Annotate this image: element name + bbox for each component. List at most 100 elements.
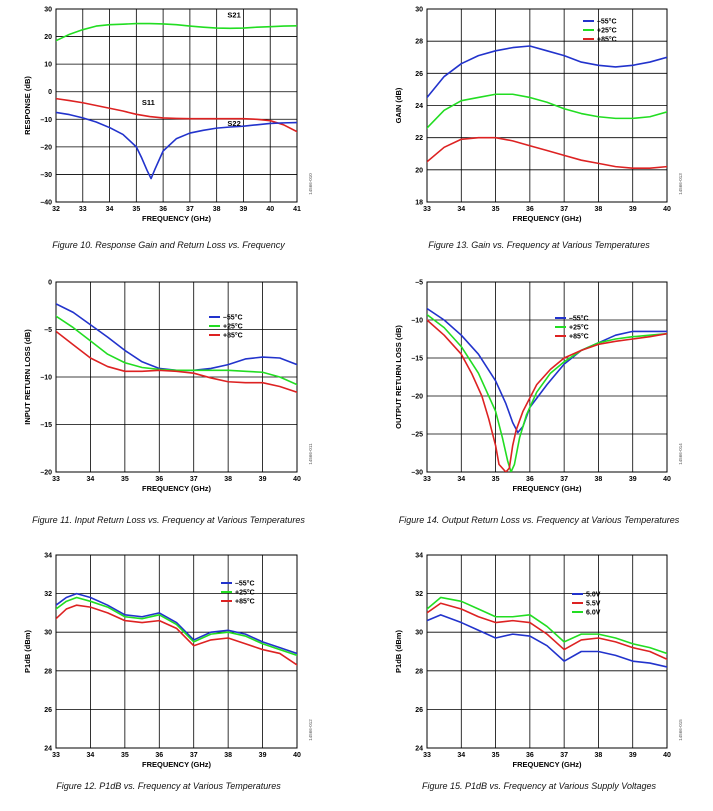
x-axis-label: FREQUENCY (GHz) [512,214,582,223]
x-tick-label: 40 [663,206,671,213]
x-axis-label: FREQUENCY (GHz) [142,760,212,769]
x-axis-label: FREQUENCY (GHz) [512,760,582,769]
legend-label: +85°C [223,332,243,340]
x-tick-label: 33 [423,476,431,483]
series-line-3 [56,330,297,394]
series-line-2 [56,97,297,133]
x-tick-label: 37 [186,206,194,213]
figure-id: 14566-011 [308,443,313,465]
y-axis-label: GAIN (dB) [394,87,403,123]
x-tick-label: 37 [560,752,568,759]
y-tick-label: –20 [40,470,52,477]
y-tick-label: 34 [415,553,423,560]
plot-frame [55,554,298,749]
x-tick-label: 38 [595,206,603,213]
x-tick-label: 33 [79,206,87,213]
series-line-2 [427,93,667,129]
y-tick-label: 26 [415,71,423,78]
series-line-2 [56,596,297,657]
x-tick-label: 35 [492,476,500,483]
x-tick-label: 37 [190,752,198,759]
series-line-1 [427,614,667,668]
figure-caption: Figure 15. P1dB vs. Frequency at Various… [422,781,656,791]
y-tick-label: 30 [44,630,52,637]
series-line-1 [56,303,297,372]
chart-figure-1: 32 33 34 35 36 37 38 39 40 41 –40 –30 –20 –10 0 10 20 30 F… [23,7,313,251]
x-tick-label: 36 [155,752,163,759]
y-tick-label: 30 [44,7,52,14]
y-tick-label: –5 [44,327,52,334]
legend: –55°C+25°C+85°C [555,315,589,341]
plot-frame [55,8,298,203]
y-tick-label: 0 [48,280,52,287]
series-annotation: S11 [142,98,155,107]
x-tick-label: 36 [526,476,534,483]
legend: –55°C+25°C+85°C [209,314,243,340]
x-tick-label: 39 [240,206,248,213]
y-tick-label: –40 [40,200,52,207]
legend-label: +85°C [569,333,589,341]
plot-frame [55,281,298,473]
y-tick-label: 24 [415,746,423,753]
chart-figure-5: 33 34 35 36 37 38 39 40 –30 –25 –20 –15 –10 –5 FREQUEN… [394,280,683,526]
x-tick-label: 35 [132,206,140,213]
x-tick-label: 34 [457,752,465,759]
y-axis-label: P1dB (dBm) [394,630,403,673]
x-tick-label: 36 [159,206,167,213]
y-tick-label: 24 [44,746,52,753]
x-tick-label: 38 [213,206,221,213]
y-tick-label: 32 [44,591,52,598]
y-tick-label: 10 [44,62,52,69]
series-annotation: S22 [227,119,240,128]
y-tick-label: –10 [40,375,52,382]
x-tick-label: 33 [423,206,431,213]
chart-figure-3: 33 34 35 36 37 38 39 40 24 26 28 30 32 34 FREQUENCY (G… [23,553,313,792]
x-tick-label: 41 [293,206,301,213]
legend-label: +85°C [597,36,617,44]
figure-id: 14566-013 [678,173,683,195]
y-tick-label: 30 [415,630,423,637]
figure-id: 14566-012 [308,719,313,741]
legend-label: +85°C [235,598,255,606]
figure-caption: Figure 14. Output Return Loss vs. Freque… [399,515,680,525]
legend: –55°C+25°C+85°C [221,580,255,606]
x-tick-label: 36 [526,206,534,213]
y-tick-label: 26 [415,707,423,714]
figure-id: 14566-015 [678,719,683,741]
x-axis-label: FREQUENCY (GHz) [142,484,212,493]
x-tick-label: 38 [595,476,603,483]
y-tick-label: –25 [411,432,423,439]
series-line-3 [427,596,667,655]
legend-label: +25°C [597,27,617,35]
x-tick-label: 39 [629,752,637,759]
plot-frame [426,8,668,203]
x-tick-label: 40 [293,476,301,483]
y-tick-label: 28 [44,668,52,675]
y-tick-label: –5 [415,280,423,287]
y-tick-label: 28 [415,668,423,675]
figure-caption: Figure 10. Response Gain and Return Loss… [52,240,285,250]
y-tick-label: –30 [411,470,423,477]
legend-label: +25°C [223,323,243,331]
x-tick-label: 39 [259,752,267,759]
x-tick-label: 40 [266,206,274,213]
series-line-3 [427,319,667,472]
legend-label: 6.0V [586,610,601,617]
figure-caption: Figure 12. P1dB vs. Frequency at Various… [56,781,281,791]
x-tick-label: 34 [106,206,114,213]
y-tick-label: –20 [40,144,52,151]
y-tick-label: –30 [40,172,52,179]
x-tick-label: 38 [224,476,232,483]
y-tick-label: 20 [415,167,423,174]
series-line-1 [427,45,667,99]
x-tick-label: 40 [663,752,671,759]
x-tick-label: 34 [87,752,95,759]
x-tick-label: 38 [224,752,232,759]
legend: –55°C+25°C+85°C [583,18,617,44]
series-line-3 [56,111,297,180]
y-axis-label: RESPONSE (dB) [23,76,32,135]
x-tick-label: 36 [526,752,534,759]
plot-frame [426,554,668,749]
series-annotation: S21 [227,10,240,19]
chart-figure-2: 33 34 35 36 37 38 39 40 –20 –15 –10 –5 0 FREQUENCY (G… [23,280,313,526]
